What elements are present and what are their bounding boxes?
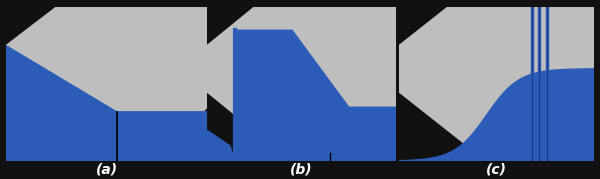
Polygon shape [207, 7, 396, 161]
Polygon shape [235, 30, 396, 161]
Polygon shape [399, 7, 594, 161]
Text: (b): (b) [290, 162, 313, 176]
Text: (a): (a) [95, 162, 118, 176]
Polygon shape [6, 46, 207, 161]
Polygon shape [207, 130, 235, 161]
Text: (c): (c) [486, 162, 507, 176]
Polygon shape [6, 7, 207, 161]
Polygon shape [399, 69, 594, 161]
